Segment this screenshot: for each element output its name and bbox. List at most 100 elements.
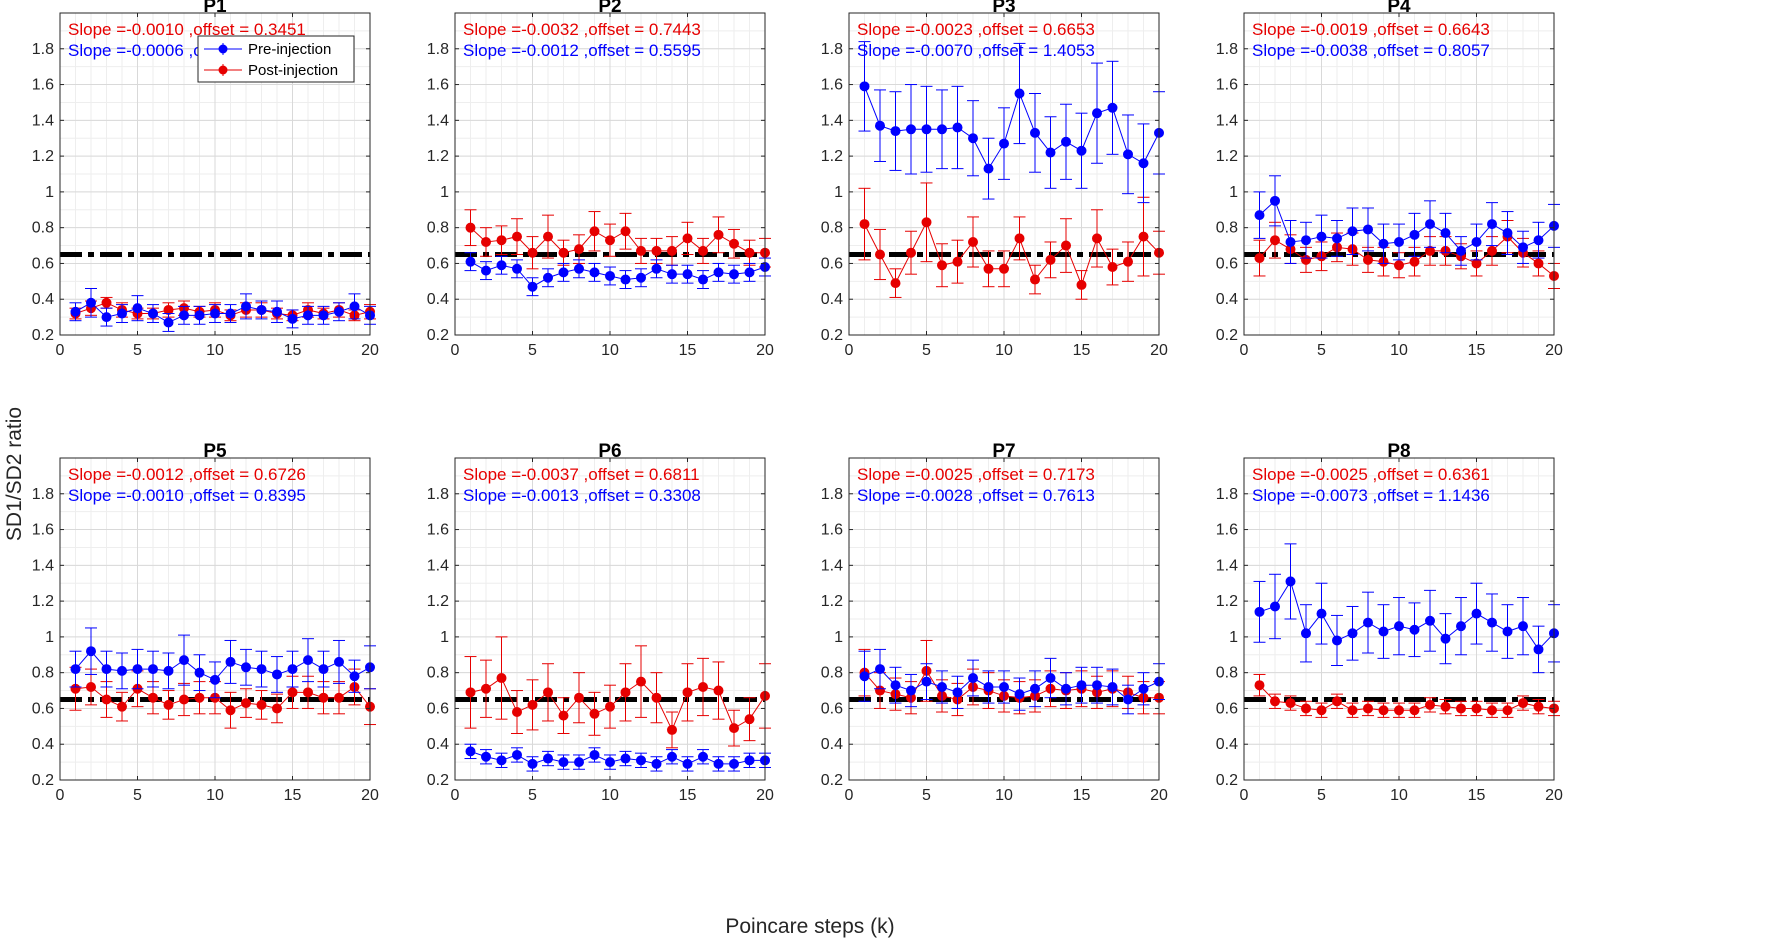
x-tick-label: 20	[361, 787, 379, 804]
data-point	[983, 163, 994, 174]
data-point	[179, 310, 189, 321]
y-tick-label: 0.8	[1216, 220, 1238, 237]
data-point	[1270, 195, 1280, 206]
x-tick-label: 15	[679, 787, 697, 804]
x-tick-label: 15	[1073, 342, 1091, 359]
y-tick-label: 0.2	[32, 772, 54, 789]
y-tick-label: 1.8	[32, 486, 54, 503]
y-tick-label: 1.2	[32, 148, 54, 165]
x-tick-label: 5	[922, 342, 931, 359]
data-point	[667, 751, 677, 762]
data-point	[1254, 210, 1265, 221]
data-point	[496, 755, 507, 766]
data-point	[651, 758, 662, 769]
data-point	[620, 687, 631, 698]
data-point	[1030, 127, 1040, 138]
data-point	[1487, 219, 1497, 230]
panel-title: P4	[1387, 0, 1411, 17]
data-point	[1061, 240, 1071, 251]
data-point	[921, 217, 932, 228]
panels: 0 5 10 15 200.20.40.60.811.21.41.61.8P1Slope…	[32, 0, 1563, 804]
data-point	[1254, 680, 1265, 691]
data-point	[605, 270, 615, 281]
data-point	[1425, 699, 1435, 710]
data-point	[558, 710, 569, 721]
y-tick-label: 0.4	[32, 291, 54, 308]
data-point	[983, 263, 994, 274]
y-tick-label: 1	[440, 629, 449, 646]
data-point	[605, 701, 615, 712]
data-point	[1285, 698, 1296, 709]
data-point	[512, 749, 522, 760]
series-pre	[1253, 175, 1560, 266]
panel-p7: 0 5 10 15 20 0.2 0.4 0.6 0.8 1 1.2 1.4 1.6 1.8 P7 Slope…	[821, 441, 1168, 804]
data-point	[1254, 253, 1265, 264]
y-tick-label: 1.2	[32, 593, 54, 610]
data-point	[1471, 703, 1482, 714]
data-point	[148, 664, 158, 675]
data-point	[179, 655, 189, 666]
data-point	[937, 124, 947, 135]
data-point	[1347, 628, 1358, 639]
data-point	[512, 707, 522, 718]
y-tick-label: 1.6	[1216, 77, 1238, 94]
data-point	[465, 222, 476, 233]
panel-p3: 0 5 10 15 20 0.2 0.4 0.6 0.8 1 1.2 1.4 1.6 1.8 P3 Slope…	[821, 0, 1168, 359]
data-point	[744, 755, 755, 766]
data-point	[1092, 680, 1102, 691]
y-tick-label: 0.4	[821, 736, 843, 753]
x-tick-label: 0	[1240, 342, 1249, 359]
data-point	[729, 238, 739, 249]
data-point	[698, 245, 708, 256]
y-tick-label: 0.6	[427, 255, 449, 272]
y-tick-label: 0.4	[427, 291, 449, 308]
y-tick-label: 0.8	[821, 665, 843, 682]
data-point	[937, 681, 947, 692]
data-point	[241, 662, 251, 673]
x-tick-label: 20	[1150, 342, 1168, 359]
data-point	[1409, 624, 1420, 635]
data-point	[574, 244, 584, 255]
data-point	[1301, 628, 1311, 639]
data-point	[117, 701, 127, 712]
annotation-post: Slope =-0.0032 ,offset = 0.7443	[463, 20, 701, 39]
y-tick-label: 0.8	[821, 220, 843, 237]
data-point	[148, 308, 158, 319]
data-point	[1518, 621, 1528, 632]
x-tick-label: 20	[1545, 342, 1563, 359]
data-point	[952, 687, 963, 698]
data-point	[1440, 701, 1451, 712]
data-point	[1533, 644, 1544, 655]
annotation-pre: Slope =-0.0070 ,offset = 1.4053	[857, 41, 1095, 60]
series-post	[858, 182, 1165, 300]
x-tick-label: 0	[56, 342, 65, 359]
y-tick-label: 0.6	[427, 700, 449, 717]
x-tick-label: 10	[995, 342, 1013, 359]
data-point	[543, 272, 553, 283]
data-point	[1123, 694, 1133, 705]
data-point	[1316, 231, 1327, 242]
x-tick-label: 5	[1317, 787, 1326, 804]
data-point	[1440, 228, 1451, 239]
annotation-pre: Slope =-0.0028 ,offset = 0.7613	[857, 486, 1095, 505]
data-point	[1301, 703, 1311, 714]
data-point	[589, 708, 600, 719]
data-point	[527, 758, 538, 769]
data-point	[1316, 705, 1327, 716]
data-point	[667, 245, 677, 256]
x-tick-label: 15	[284, 342, 302, 359]
data-point	[1045, 673, 1056, 684]
data-point	[1138, 158, 1149, 169]
x-tick-label: 5	[133, 787, 142, 804]
data-point	[101, 312, 112, 323]
data-point	[303, 687, 313, 698]
data-point	[481, 236, 491, 247]
data-point	[1409, 705, 1420, 716]
data-point	[682, 233, 693, 244]
x-tick-label: 20	[1150, 787, 1168, 804]
y-tick-label: 0.2	[427, 772, 449, 789]
y-tick-label: 1.8	[1216, 41, 1238, 58]
data-point	[651, 245, 662, 256]
y-tick-label: 0.4	[1216, 736, 1238, 753]
y-axis-label: SD1/SD2 ratio	[3, 407, 26, 541]
